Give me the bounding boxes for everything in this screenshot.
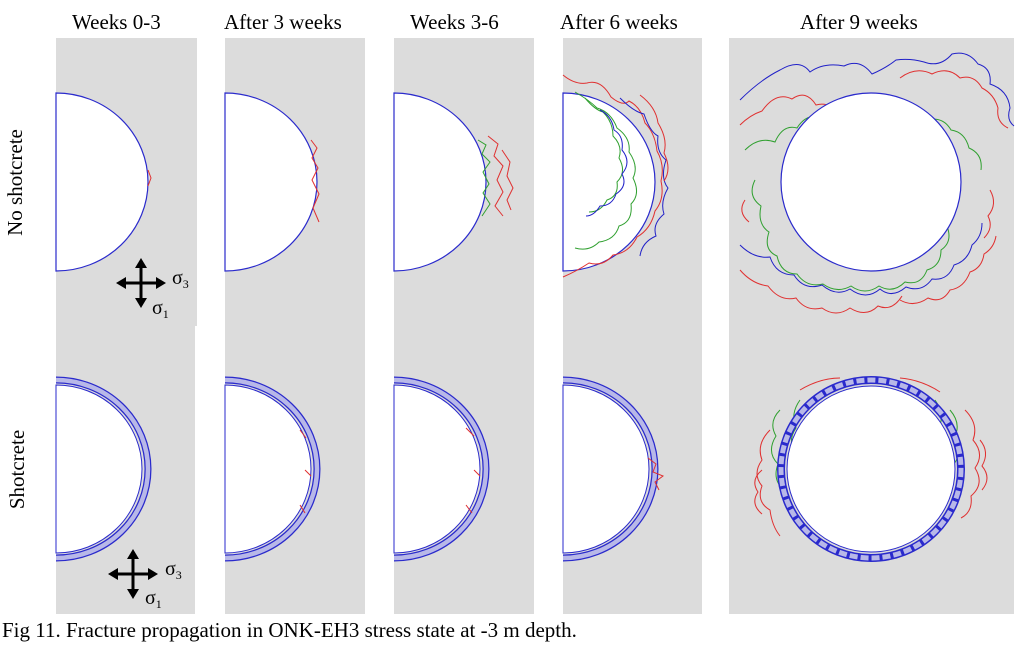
column-title-weeks-3-6: Weeks 3-6: [410, 10, 499, 34]
figure-caption: Fig 11. Fracture propagation in ONK-EH3 …: [2, 618, 577, 642]
sigma1-label-top: σ1: [152, 297, 169, 321]
column-title-after-9-weeks: After 9 weeks: [800, 10, 918, 34]
tunnel-half-weeks-3-6-top: [393, 92, 514, 272]
tunnel-half-after-6-weeks-top: [562, 74, 669, 278]
tunnel-half-after-3-weeks-top: [224, 92, 320, 272]
tunnel-half-after-3-weeks-bottom: [224, 376, 321, 562]
sigma1-label-bottom: σ1: [145, 587, 162, 611]
tunnel-half-weeks-3-6-bottom: [393, 376, 490, 562]
sigma3-label-top: σ3: [172, 267, 189, 291]
column-title-after-6-weeks: After 6 weeks: [560, 10, 678, 34]
stress-axes-top: [116, 258, 166, 308]
tunnel-full-after-9-weeks-bottom: [754, 376, 988, 562]
stress-axes-bottom: [108, 549, 158, 599]
column-title-weeks-0-3: Weeks 0-3: [72, 10, 161, 34]
tunnel-full-after-9-weeks-top: [739, 52, 1015, 314]
sigma3-label-bottom: σ3: [165, 558, 182, 582]
column-title-after-3-weeks: After 3 weeks: [224, 10, 342, 34]
tunnel-half-weeks-0-3-bottom: [55, 376, 152, 562]
tunnel-half-after-6-weeks-bottom: [562, 376, 665, 562]
tunnel-half-weeks-0-3-top: [55, 92, 152, 272]
